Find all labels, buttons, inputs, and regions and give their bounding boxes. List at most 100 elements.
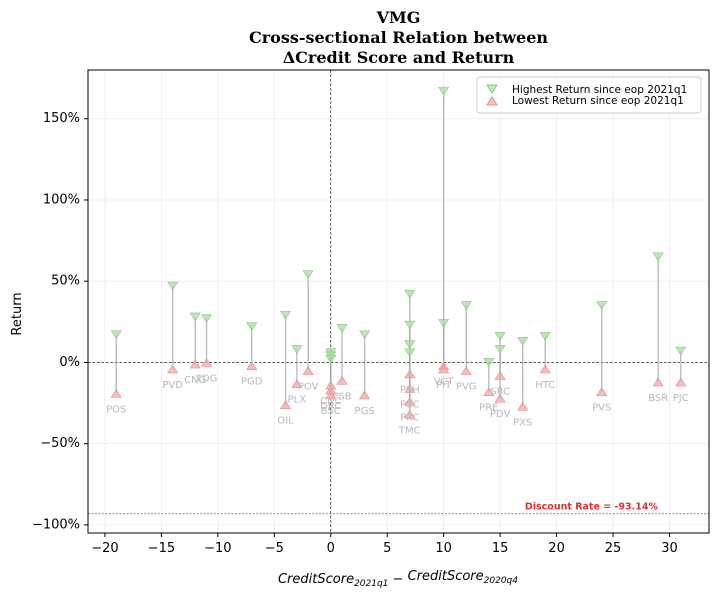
low-marker-PXS — [517, 401, 529, 411]
reference-lines — [88, 70, 709, 533]
legend-high-marker — [486, 84, 498, 94]
point-label-PSB: PSB — [332, 391, 351, 402]
legend: Highest Return since eop 2021q1 Lowest R… — [476, 76, 702, 114]
x-tick-label-9: 25 — [605, 541, 622, 556]
low-marker-POS — [110, 388, 122, 398]
x-tick-label-4: 0 — [327, 541, 335, 556]
high-marker-PVG — [460, 301, 472, 311]
low-marker-PDV — [494, 393, 506, 403]
low-marker-PGD — [246, 361, 258, 370]
high-marker-HTC — [539, 332, 551, 341]
point-label-PVD: PVD — [162, 380, 183, 391]
legend-low-marker — [486, 96, 498, 106]
legend-high-label: Highest Return since eop 2021q1 — [512, 84, 687, 96]
x-tick-label-3: −5 — [265, 541, 284, 556]
grid — [88, 70, 709, 533]
x-tick-label-2: −10 — [204, 541, 231, 556]
low-marker-PIT — [438, 364, 450, 374]
x-axis-ticks: −20 −15 −10 −5 0 5 10 15 20 25 30 — [91, 533, 678, 556]
high-marker-BSR — [652, 252, 664, 262]
point-label-PRE: PRE — [479, 403, 498, 414]
point-label-SRC: SRC — [490, 386, 510, 397]
high-marker-PGD — [246, 322, 258, 332]
point-label-PXC: PXC — [400, 412, 419, 423]
point-label-CNC: CNC — [320, 396, 341, 407]
high-marker-PSB — [336, 324, 348, 333]
y-axis-ticks: −100% −50% 0% 50% 100% 150% — [32, 111, 88, 532]
low-marker-SRC — [494, 370, 506, 380]
low-marker-PSH — [404, 369, 416, 379]
x-tick-label-6: 10 — [435, 541, 452, 556]
point-label-HTC: HTC — [535, 380, 555, 391]
low-marker-PLX — [291, 378, 303, 388]
point-label-VCT: VCT — [434, 377, 455, 388]
low-marker-PRE — [483, 387, 495, 396]
low-marker-PVG — [460, 365, 472, 375]
high-marker-POS — [110, 330, 122, 340]
high-marker-PRE — [483, 358, 495, 367]
point-label-PVS: PVS — [592, 403, 611, 414]
plot-area-frame — [87, 69, 710, 534]
point-label-PGD: PGD — [241, 377, 263, 388]
high-marker-PSH — [404, 289, 416, 299]
markers — [110, 86, 687, 419]
x-axis-label-part-1: 2021q1 — [354, 579, 388, 589]
low-marker-CNG — [189, 359, 201, 369]
low-marker-PVD — [167, 364, 179, 374]
x-tick-label-10: 30 — [661, 541, 678, 556]
point-label-CNG: CNG — [184, 375, 206, 386]
point-label-PXS: PXS — [513, 417, 532, 428]
low-marker-PVS — [596, 387, 608, 396]
x-axis-label-part-0: CreditScore — [278, 572, 354, 587]
low-marker-PJC — [675, 377, 687, 387]
point-label-PJC: PJC — [673, 393, 689, 404]
low-marker-TDG — [201, 357, 213, 367]
point-label-BSC: BSC — [321, 406, 341, 417]
point-label-TDG: TDG — [195, 373, 218, 384]
chart-title-line-3: ΔCredit Score and Return — [283, 48, 515, 67]
chart-title-line-2: Cross-sectional Relation between — [249, 28, 548, 47]
x-tick-label-5: 5 — [383, 541, 391, 556]
low-marker-HTC — [539, 364, 551, 374]
point-label-TMC: TMC — [398, 425, 421, 436]
high-marker-SRC — [494, 345, 506, 354]
high-marker-PXS — [517, 337, 529, 346]
y-tick-label-1: −50% — [40, 436, 80, 451]
low-marker-PSC — [404, 383, 416, 393]
high-marker-CNG — [189, 312, 201, 322]
low-marker-PSB — [336, 375, 348, 385]
high-marker-BSC — [325, 351, 337, 361]
point-label-PIT: PIT — [436, 380, 452, 391]
y-tick-label-5: 150% — [43, 111, 80, 126]
point-label-PVG: PVG — [456, 382, 477, 393]
high-marker-TMC — [404, 348, 416, 358]
high-marker-PDV — [494, 332, 506, 341]
high-marker-PXC — [404, 340, 416, 350]
high-marker-PIT — [438, 319, 450, 328]
x-tick-label-7: 15 — [492, 541, 509, 556]
legend-low-label: Lowest Return since eop 2021q1 — [512, 95, 684, 107]
y-tick-label-3: 50% — [51, 274, 80, 289]
high-marker-PSC — [404, 320, 416, 330]
x-axis-label-part-4: 2020q4 — [484, 576, 519, 586]
high-marker-PVS — [596, 301, 608, 311]
chart-title-line-1: VMG — [376, 8, 421, 27]
x-tick-label-8: 20 — [548, 541, 565, 556]
point-label-PSH: PSH — [400, 385, 420, 396]
point-label-BSR: BSR — [648, 393, 668, 404]
point-label-PGS: PGS — [355, 406, 375, 417]
y-axis-label: Return — [10, 292, 25, 335]
discount-rate-label: Discount Rate = -93.14% — [525, 502, 659, 513]
high-marker-PVD — [167, 281, 179, 291]
high-marker-PLX — [291, 345, 303, 354]
stems — [115, 91, 682, 415]
high-marker-POV — [302, 270, 314, 280]
low-marker-PXC — [404, 396, 416, 406]
y-tick-label-4: 100% — [43, 192, 80, 207]
x-tick-label-0: −20 — [91, 541, 118, 556]
low-marker-TMC — [404, 409, 416, 419]
legend-box — [476, 76, 702, 114]
point-label-DRC: DRC — [320, 401, 341, 412]
